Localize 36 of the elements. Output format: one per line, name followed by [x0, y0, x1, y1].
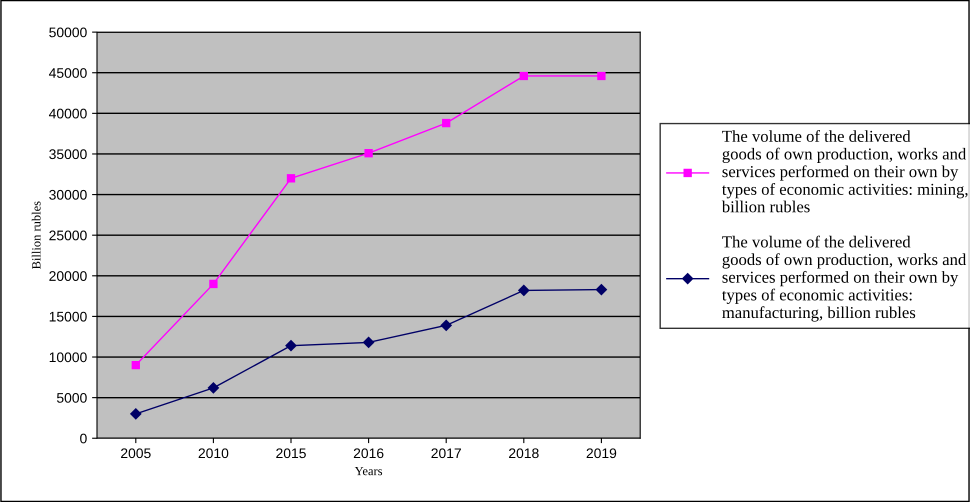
point: [362, 336, 374, 348]
legend-label: The volume of the delivered goods of own production, works and services performed on their own by types of economic activities: mining, billion rubles: [722, 130, 968, 212]
y-tick-label: 35000: [49, 149, 87, 160]
x-tick-label: 2016: [354, 448, 384, 458]
y-tick-label: 15000: [50, 312, 87, 322]
point: [597, 72, 606, 80]
y-tick-label: 10000: [50, 352, 87, 362]
y-axis-title: Billion rubles: [32, 201, 41, 270]
point: [130, 408, 142, 420]
point: [286, 174, 296, 182]
point: [285, 340, 297, 352]
x-tick-label: 2018: [509, 448, 539, 458]
y-tick-label: 20000: [49, 271, 87, 281]
y-tick-label: 25000: [49, 230, 87, 240]
point: [520, 72, 528, 80]
y-tick-label: 45000: [48, 68, 87, 78]
x-tick-label: 2017: [431, 448, 461, 458]
point: [364, 148, 373, 158]
y-tick-label: 50000: [49, 27, 87, 38]
y-tick-label: 40000: [48, 108, 87, 119]
x-axis-title: Years: [354, 466, 382, 476]
y-tick-label: 30000: [49, 190, 87, 200]
x-tick-label: 2019: [586, 448, 616, 458]
point: [596, 284, 608, 296]
y-tick-label: 0: [80, 434, 87, 444]
y-tick-label: 5000: [56, 392, 87, 403]
x-tick-label: 2015: [276, 448, 306, 458]
x-tick-label: 2010: [198, 448, 228, 458]
point: [440, 320, 452, 331]
point: [518, 284, 530, 296]
point: [442, 118, 450, 128]
x-tick-label: 2005: [121, 448, 151, 458]
point: [208, 382, 220, 394]
legend-label: The volume of the delivered goods of own production, works and services performed on their own by types of economic activities: manufacturing, billion rubles: [722, 236, 966, 322]
point: [209, 280, 218, 288]
point: [132, 360, 140, 370]
